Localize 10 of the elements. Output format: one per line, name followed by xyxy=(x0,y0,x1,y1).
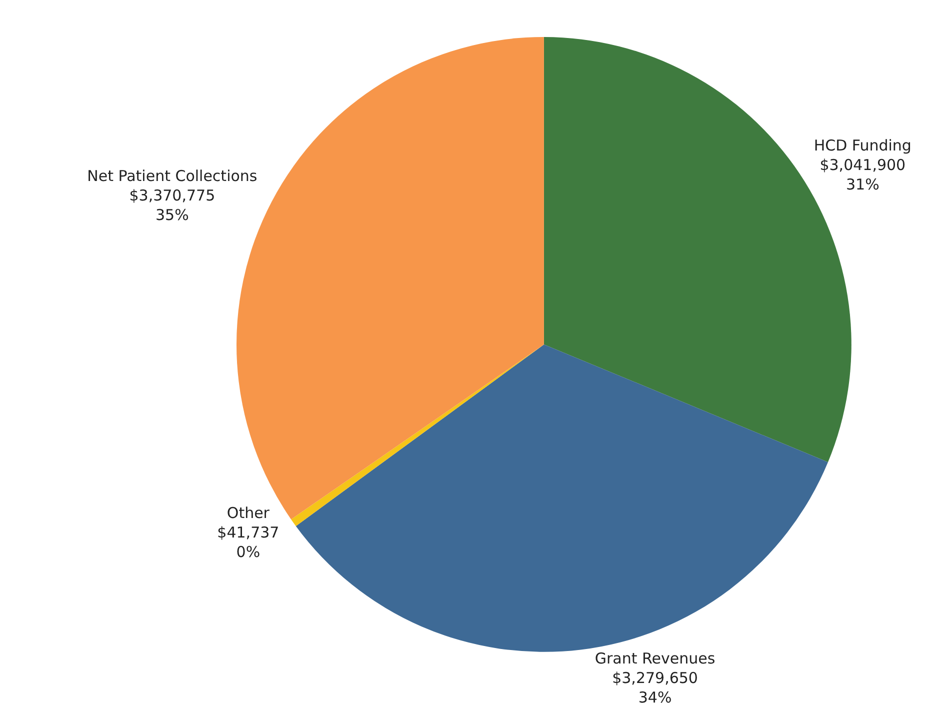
data-label: $3,370,775 35% xyxy=(129,186,216,224)
slice-label: HCD Funding xyxy=(814,136,912,154)
data-label: $41,737 0% xyxy=(217,523,280,561)
slice-label: Net Patient Collections xyxy=(87,167,258,186)
slice-label: Grant Revenues xyxy=(594,649,716,668)
slice-label: Other xyxy=(226,504,270,522)
data-label: $3,279,650 34% xyxy=(612,668,698,703)
data-label: $3,041,900 31% xyxy=(820,156,906,194)
pie-slice xyxy=(296,344,828,652)
pie-slice xyxy=(291,344,544,526)
